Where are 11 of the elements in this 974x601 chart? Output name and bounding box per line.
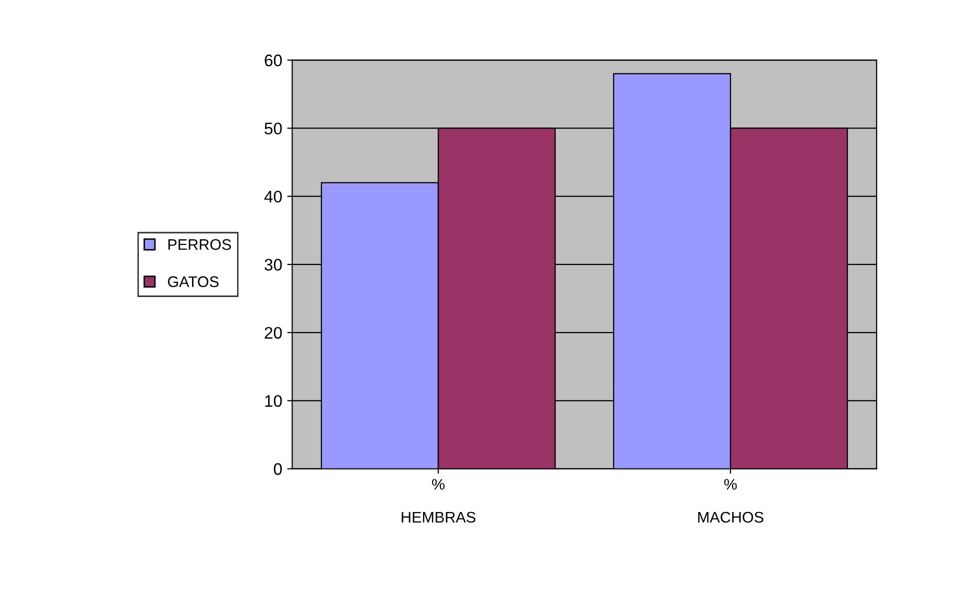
- legend-label: GATOS: [168, 276, 219, 288]
- y-tick-label: 40: [264, 190, 282, 203]
- y-tick-label: 60: [264, 54, 282, 66]
- y-tick-label: 0: [274, 463, 282, 475]
- y-tick-label: 50: [264, 122, 282, 134]
- y-tick-label: 20: [264, 326, 282, 339]
- y-tick-label: 30: [264, 258, 282, 271]
- legend-label: PERROS: [168, 239, 231, 250]
- y-tick-label: 10: [265, 395, 282, 407]
- category-label: % HEMBRAS: [402, 478, 476, 523]
- category-label: % MACHOS: [698, 478, 764, 523]
